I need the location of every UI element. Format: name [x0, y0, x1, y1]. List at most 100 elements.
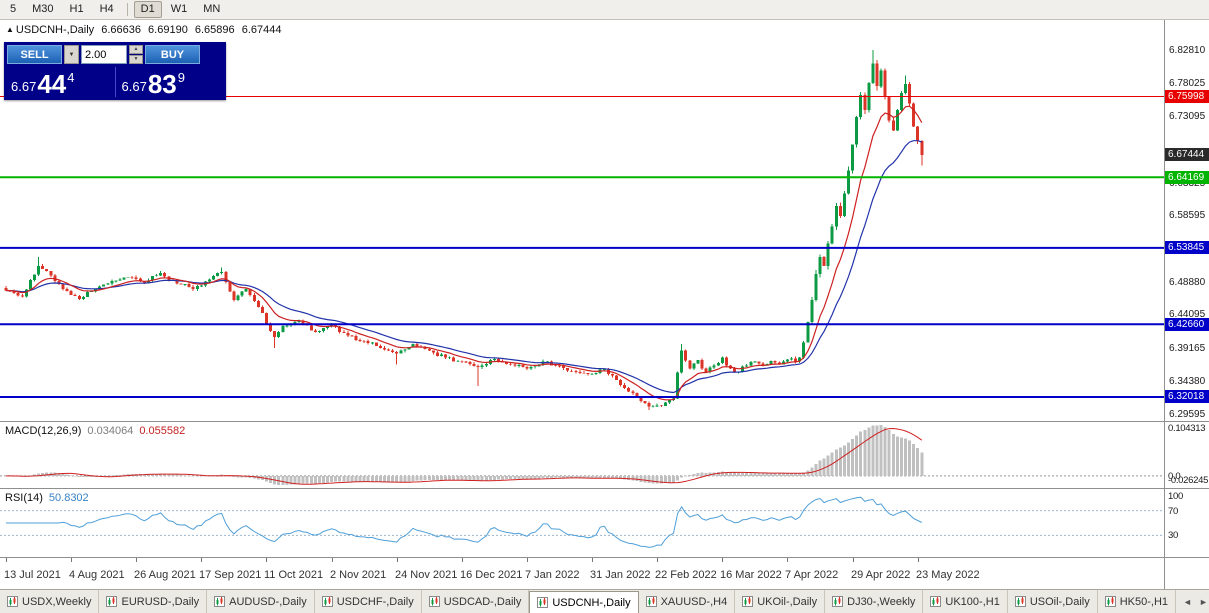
candle-body: [753, 361, 757, 363]
chart-tab-audusd-daily[interactable]: AUDUSD-,Daily: [207, 590, 315, 613]
macd-bar: [871, 425, 875, 476]
chart-tab-usdcnh-daily[interactable]: USDCNH-,Daily: [529, 591, 639, 613]
timeframe-button-w1[interactable]: W1: [164, 1, 195, 18]
time-axis[interactable]: 13 Jul 2021 4 Aug 2021 26 Aug 2021 17 Sep 2…: [0, 558, 1164, 589]
macd-bar: [517, 475, 521, 479]
price-axis[interactable]: 6.828106.780256.730956.633256.585956.488…: [1164, 20, 1209, 589]
macd-bar: [525, 475, 529, 479]
tabbar-scroll-controls: ◄ ►: [1176, 590, 1209, 613]
sell-price-prefix: 6.67: [11, 79, 37, 94]
volume-up-icon[interactable]: ▲: [129, 45, 143, 54]
timeframe-button-5[interactable]: 5: [3, 1, 23, 18]
chart-tab-dj30-weekly[interactable]: DJ30-,Weekly: [825, 590, 924, 613]
candle-body: [12, 291, 16, 294]
candle-body: [505, 362, 509, 364]
candle-body: [41, 265, 45, 270]
pane-separator[interactable]: [0, 421, 1209, 422]
candle-body: [126, 276, 130, 278]
candle-body: [427, 349, 431, 351]
macd-bar: [777, 473, 781, 476]
candlestick-chart[interactable]: [0, 20, 1164, 421]
macd-bar: [521, 475, 525, 479]
candle-body: [183, 284, 187, 285]
chart-tab-usdcad-daily[interactable]: USDCAD-,Daily: [422, 590, 530, 613]
price-level-badge: 6.64169: [1165, 171, 1209, 184]
macd-bar: [834, 449, 838, 476]
candle-body: [749, 361, 753, 366]
candle-body: [220, 272, 224, 274]
chart-tab-ukoil-daily[interactable]: UKOil-,Daily: [735, 590, 826, 613]
timeframe-button-m30[interactable]: M30: [25, 1, 60, 18]
candle-body: [582, 372, 586, 374]
chart-tab-usdchf-daily[interactable]: USDCHF-,Daily: [315, 590, 422, 613]
candle-body: [883, 70, 887, 97]
candle-body: [163, 272, 167, 277]
macd-bar: [476, 475, 480, 481]
macd-bar: [362, 475, 366, 482]
time-tick: [527, 558, 528, 562]
time-tick: [6, 558, 7, 562]
macd-pane[interactable]: MACD(12,26,9) 0.034064 0.055582: [0, 422, 1164, 488]
chart-tab-label: USDCNH-,Daily: [552, 596, 631, 609]
chart-tab-xauusd-h4[interactable]: XAUUSD-,H4: [639, 590, 736, 613]
macd-bar: [541, 475, 545, 479]
pane-separator[interactable]: [0, 557, 1209, 558]
macd-bar: [570, 475, 574, 479]
macd-plot[interactable]: [0, 422, 1164, 488]
candle-body: [549, 361, 553, 366]
macd-bar: [472, 475, 476, 481]
candle-body: [631, 391, 635, 394]
macd-bar: [663, 475, 667, 484]
macd-bar: [354, 475, 358, 482]
macd-bar: [562, 475, 566, 478]
pane-separator[interactable]: [0, 488, 1209, 489]
candle-body: [667, 399, 671, 403]
candle-body: [134, 277, 138, 279]
macd-bar: [370, 475, 374, 482]
tabbar-scroll-right-icon[interactable]: ►: [1198, 596, 1208, 607]
rsi-pane[interactable]: RSI(14) 50.8302: [0, 489, 1164, 557]
volume-down-icon[interactable]: ▼: [129, 55, 143, 64]
chart-tab-hk50-h1[interactable]: HK50-,H1: [1098, 590, 1177, 613]
timeframe-button-h1[interactable]: H1: [63, 1, 91, 18]
candle-body: [256, 301, 260, 307]
candle-body: [77, 295, 81, 299]
time-tick: [71, 558, 72, 562]
chart-tab-eurusd-daily[interactable]: EURUSD-,Daily: [99, 590, 208, 613]
sell-button[interactable]: SELL: [7, 45, 62, 64]
macd-bar: [411, 475, 415, 481]
volume-input[interactable]: [81, 45, 127, 64]
buy-button[interactable]: BUY: [145, 45, 200, 64]
macd-bar: [883, 426, 887, 476]
macd-bar: [179, 475, 183, 476]
candle-body: [208, 279, 211, 282]
chart-tab-label: USOil-,Daily: [1029, 595, 1090, 608]
candle-body: [73, 295, 77, 296]
candle-body: [643, 401, 647, 403]
macd-bar: [716, 472, 720, 476]
macd-bar: [708, 472, 712, 476]
candle-body: [464, 361, 468, 363]
macd-bar: [167, 474, 171, 476]
macd-bar: [785, 473, 789, 476]
macd-bar: [419, 475, 423, 481]
ohlc-close: 6.67444: [241, 24, 282, 36]
candle-body: [802, 342, 806, 358]
main-chart-pane[interactable]: ▲ USDCNH-,Daily 6.66636 6.69190 6.65896 6…: [0, 20, 1164, 421]
macd-bar: [895, 436, 899, 476]
tabbar-scroll-left-icon[interactable]: ◄: [1183, 596, 1192, 607]
chart-tab-uk100-h1[interactable]: UK100-,H1: [923, 590, 1008, 613]
order-type-dropdown[interactable]: ▼: [64, 45, 79, 64]
chart-tab-usdx-weekly[interactable]: USDX,Weekly: [0, 590, 100, 613]
candle-body: [90, 291, 93, 293]
chart-tab-usoil-daily[interactable]: USOil-,Daily: [1008, 590, 1098, 613]
buy-price-display[interactable]: 6.67 83 9: [118, 70, 224, 97]
timeframe-button-d1[interactable]: D1: [133, 1, 162, 18]
sell-price-display[interactable]: 6.67 44 4: [7, 70, 113, 97]
timeframe-button-mn[interactable]: MN: [196, 1, 227, 18]
candle-body: [415, 343, 419, 347]
timeframe-button-h4[interactable]: H4: [93, 1, 121, 18]
candle-body: [187, 284, 191, 287]
rsi-plot[interactable]: [0, 489, 1164, 557]
macd-bar: [594, 475, 598, 479]
